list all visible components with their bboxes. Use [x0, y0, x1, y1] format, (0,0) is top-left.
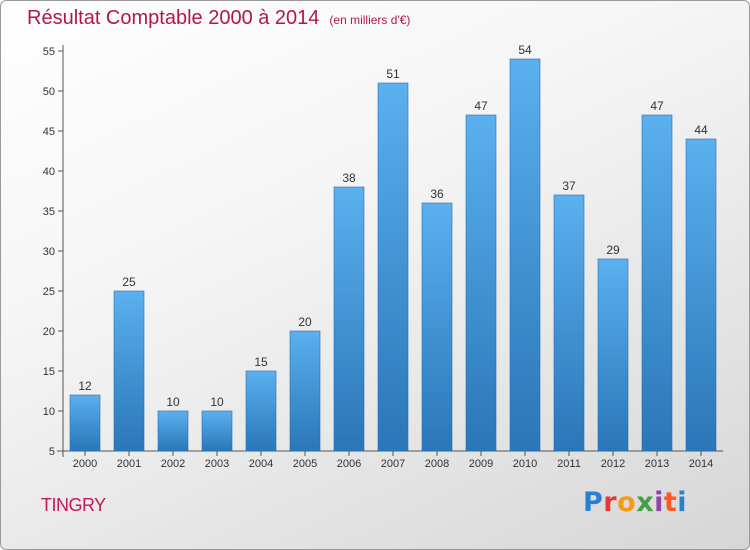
logo-letter: t	[663, 487, 678, 518]
data-label-2013: 47	[650, 99, 664, 113]
y-tick-label: 30	[43, 246, 55, 258]
x-tick-label-2009: 2009	[469, 458, 493, 470]
bar-2008	[421, 202, 453, 452]
x-tick-label-2012: 2012	[601, 458, 625, 470]
proxiti-logo[interactable]: Proxiti	[583, 487, 687, 518]
data-label-2009: 47	[474, 99, 488, 113]
logo-letter: i	[654, 487, 664, 518]
bar-2003	[201, 410, 233, 452]
data-label-2010: 54	[518, 43, 532, 57]
bar-2010	[509, 58, 541, 452]
logo-letter: o	[617, 487, 637, 518]
y-axis: 5 10 15 20 25 30 35 40 45 50 55	[43, 45, 64, 458]
bar-2007	[377, 82, 409, 452]
logo-letter: r	[603, 487, 618, 518]
logo-letter: i	[677, 487, 688, 518]
data-label-2003: 10	[210, 395, 224, 409]
y-tick-label: 35	[43, 206, 55, 218]
x-tick-label-2013: 2013	[645, 458, 669, 470]
bar-2001	[113, 290, 145, 452]
data-label-2007: 51	[386, 67, 400, 81]
bar-2006	[333, 186, 365, 452]
bar-2009	[465, 114, 497, 452]
data-label-2012: 29	[606, 243, 620, 257]
data-label-2002: 10	[166, 395, 180, 409]
y-tick-label: 50	[43, 86, 55, 98]
x-tick-label-2002: 2002	[161, 458, 185, 470]
logo-letter: x	[636, 487, 655, 518]
data-label-2014: 44	[694, 123, 708, 137]
x-tick-label-2003: 2003	[205, 458, 229, 470]
x-tick-label-2004: 2004	[249, 458, 273, 470]
y-tick-label: 20	[43, 326, 55, 338]
data-label-2004: 15	[254, 355, 268, 369]
bar-2014	[685, 138, 717, 452]
chart-title-text: Résultat Comptable 2000 à 2014	[27, 7, 320, 29]
bar-2004	[245, 370, 277, 452]
commune-name: TINGRY	[41, 495, 106, 515]
bars: 12 25 10 10 15 20 38 51 36 47 54 37 29 47 44	[69, 43, 717, 452]
bar-2002	[157, 410, 189, 452]
y-tick-label: 45	[43, 126, 55, 138]
x-tick-label-2011: 2011	[557, 458, 581, 470]
x-tick-label-2014: 2014	[689, 458, 713, 470]
y-tick-label: 40	[43, 166, 55, 178]
y-tick-label: 5	[49, 446, 55, 458]
data-label-2011: 37	[562, 179, 576, 193]
x-tick-label-2005: 2005	[293, 458, 317, 470]
bar-2000	[69, 394, 101, 452]
data-label-2001: 25	[122, 275, 136, 289]
x-tick-label-2001: 2001	[117, 458, 141, 470]
x-tick-label-2007: 2007	[381, 458, 405, 470]
bar-2013	[641, 114, 673, 452]
y-tick-label: 10	[43, 406, 55, 418]
bar-2005	[289, 330, 321, 452]
x-tick-label-2000: 2000	[73, 458, 97, 470]
y-tick-label: 15	[43, 366, 55, 378]
bar-2012	[597, 258, 629, 452]
x-tick-label-2010: 2010	[513, 458, 537, 470]
y-tick-label: 25	[43, 286, 55, 298]
x-tick-label-2006: 2006	[337, 458, 361, 470]
chart-title: Résultat Comptable 2000 à 2014 (en millie…	[27, 7, 410, 30]
bar-2011	[553, 194, 585, 452]
y-tick-label: 55	[43, 46, 55, 58]
data-label-2000: 12	[78, 379, 92, 393]
data-label-2006: 38	[342, 171, 356, 185]
logo-letter: P	[583, 487, 604, 518]
data-label-2008: 36	[430, 187, 444, 201]
x-axis: 2000 2001 2002 2003 2004 2005 2006 2007 2008 2009…	[57, 450, 723, 470]
chart-subtitle: (en milliers d'€)	[329, 13, 411, 27]
x-tick-label-2008: 2008	[425, 458, 449, 470]
data-label-2005: 20	[298, 315, 312, 329]
